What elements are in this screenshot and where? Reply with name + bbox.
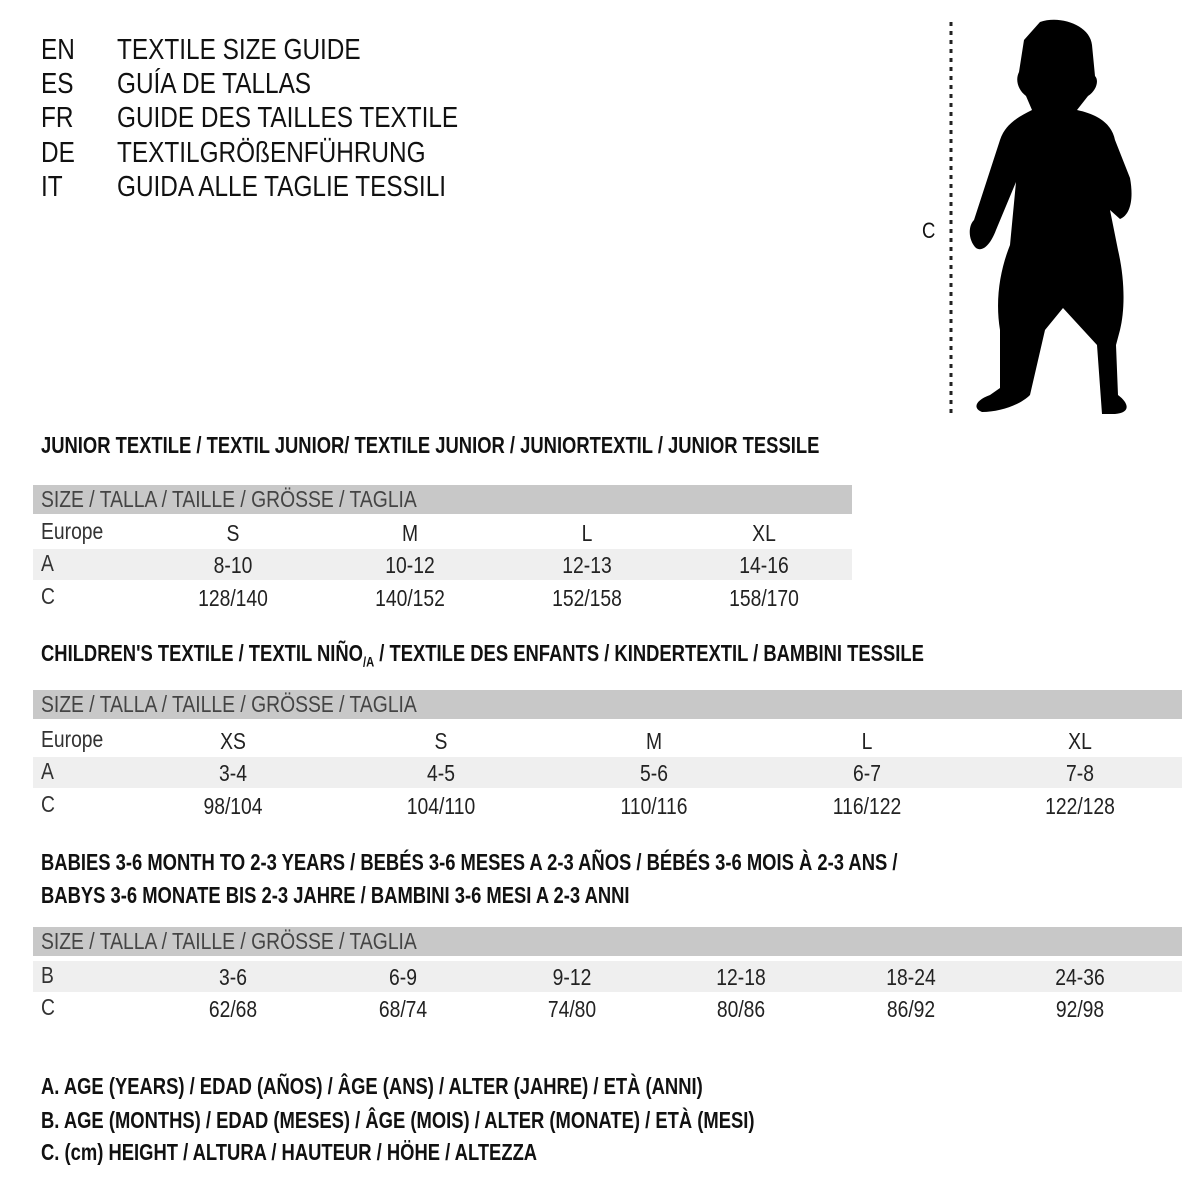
cell: M [401, 520, 419, 546]
cell: L [861, 728, 873, 754]
table-row-age: A 8-10 10-12 12-13 14-16 [33, 549, 852, 580]
heading-part: CHILDREN'S TEXTILE / TEXTIL NIÑO [41, 640, 363, 666]
cell: 24-36 [1055, 964, 1105, 990]
cell: 116/122 [832, 793, 902, 819]
header-label: SIZE / TALLA / TAILLE / GRÖSSE / TAGLIA [41, 486, 417, 512]
cell: 104/110 [406, 793, 476, 819]
guide-title: GUIDE DES TAILLES TEXTILE [117, 102, 459, 134]
lang-code: DE [41, 137, 75, 169]
legend-a: A. AGE (YEARS) / EDAD (AÑOS) / ÂGE (ANS)… [41, 1073, 703, 1099]
cell: 122/128 [1045, 793, 1115, 819]
height-label: C [922, 218, 936, 243]
guide-title: TEXTILE SIZE GUIDE [117, 34, 361, 66]
table-row-age: A 3-4 4-5 5-6 6-7 7-8 [33, 757, 1182, 788]
cell: 128/140 [198, 585, 268, 611]
cell: 18-24 [886, 964, 936, 990]
cell: S [226, 520, 240, 546]
cell: 158/170 [729, 585, 799, 611]
guide-title: GUIDA ALLE TAGLIE TESSILI [117, 171, 447, 203]
cell: 10-12 [385, 552, 435, 578]
heading-part: / TEXTILE DES ENFANTS / KINDERTEXTIL / B… [374, 640, 924, 666]
cell: 152/158 [552, 585, 622, 611]
table-row-europe: Europe S M L XL [33, 517, 852, 548]
row-label: A [41, 550, 54, 576]
table-header-row: SIZE / TALLA / TAILLE / GRÖSSE / TAGLIA [33, 690, 1182, 719]
child-silhouette-figure [949, 19, 1132, 415]
table-row-height: C 62/68 68/74 74/80 80/86 86/92 92/98 [33, 993, 1182, 1024]
row-label: A [41, 758, 54, 784]
cell: 3-4 [219, 760, 247, 786]
babies-size-table: SIZE / TALLA / TAILLE / GRÖSSE / TAGLIA … [33, 927, 1182, 1027]
guide-title: GUÍA DE TALLAS [117, 68, 312, 100]
cell: 8-10 [213, 552, 253, 578]
cell: L [581, 520, 593, 546]
cell: 6-9 [389, 964, 417, 990]
cell: 62/68 [208, 996, 258, 1022]
cell: XL [1068, 728, 1092, 754]
legend-c: C. (cm) HEIGHT / ALTURA / HAUTEUR / HÖHE… [41, 1139, 538, 1165]
cell: 5-6 [640, 760, 668, 786]
cell: 92/98 [1055, 996, 1105, 1022]
cell: M [645, 728, 663, 754]
cell: 3-6 [219, 964, 247, 990]
babies-heading-line-1: BABIES 3-6 MONTH TO 2-3 YEARS / BEBÉS 3-… [41, 849, 898, 875]
cell: 14-16 [739, 552, 789, 578]
row-label: C [41, 994, 55, 1020]
children-size-table: SIZE / TALLA / TAILLE / GRÖSSE / TAGLIA … [33, 690, 1182, 820]
junior-size-table: SIZE / TALLA / TAILLE / GRÖSSE / TAGLIA … [33, 485, 852, 615]
row-label: Europe [41, 518, 104, 544]
legend-b: B. AGE (MONTHS) / EDAD (MESES) / ÂGE (MO… [41, 1107, 755, 1133]
cell: 140/152 [375, 585, 445, 611]
cell: 7-8 [1066, 760, 1094, 786]
guide-title: TEXTILGRÖßENFÜHRUNG [117, 137, 426, 169]
cell: S [434, 728, 448, 754]
cell: 68/74 [378, 996, 428, 1022]
cell: 12-13 [562, 552, 612, 578]
cell: 6-7 [853, 760, 881, 786]
cell: XS [220, 728, 246, 754]
row-label: B [41, 962, 54, 988]
row-label: C [41, 791, 55, 817]
lang-code: IT [41, 171, 63, 203]
cell: 4-5 [427, 760, 455, 786]
lang-code: ES [41, 68, 74, 100]
table-row-europe: Europe XS S M L XL [33, 725, 1182, 756]
cell: 12-18 [716, 964, 766, 990]
table-header-row: SIZE / TALLA / TAILLE / GRÖSSE / TAGLIA [33, 485, 852, 514]
lang-code: FR [41, 102, 74, 134]
lang-code: EN [41, 34, 75, 66]
junior-heading: JUNIOR TEXTILE / TEXTIL JUNIOR/ TEXTILE … [41, 432, 820, 458]
cell: 98/104 [203, 793, 263, 819]
table-row-height: C 128/140 140/152 152/158 158/170 [33, 582, 852, 613]
table-row-height: C 98/104 104/110 110/116 116/122 122/128 [33, 790, 1182, 821]
child-silhouette-icon [969, 19, 1132, 415]
babies-heading-line-2: BABYS 3-6 MONATE BIS 2-3 JAHRE / BAMBINI… [41, 882, 630, 908]
children-heading: CHILDREN'S TEXTILE / TEXTIL NIÑO/A / TEX… [41, 642, 924, 669]
cell: 74/80 [547, 996, 597, 1022]
table-header-row: SIZE / TALLA / TAILLE / GRÖSSE / TAGLIA [33, 927, 1182, 956]
header-label: SIZE / TALLA / TAILLE / GRÖSSE / TAGLIA [41, 928, 417, 954]
cell: 9-12 [552, 964, 592, 990]
row-label: C [41, 583, 55, 609]
cell: 80/86 [716, 996, 766, 1022]
header-label: SIZE / TALLA / TAILLE / GRÖSSE / TAGLIA [41, 691, 417, 717]
row-label: Europe [41, 726, 104, 752]
cell: XL [752, 520, 776, 546]
table-row-months: B 3-6 6-9 9-12 12-18 18-24 24-36 [33, 961, 1182, 992]
heading-subscript: /A [362, 653, 375, 670]
cell: 86/92 [886, 996, 936, 1022]
cell: 110/116 [620, 793, 688, 819]
